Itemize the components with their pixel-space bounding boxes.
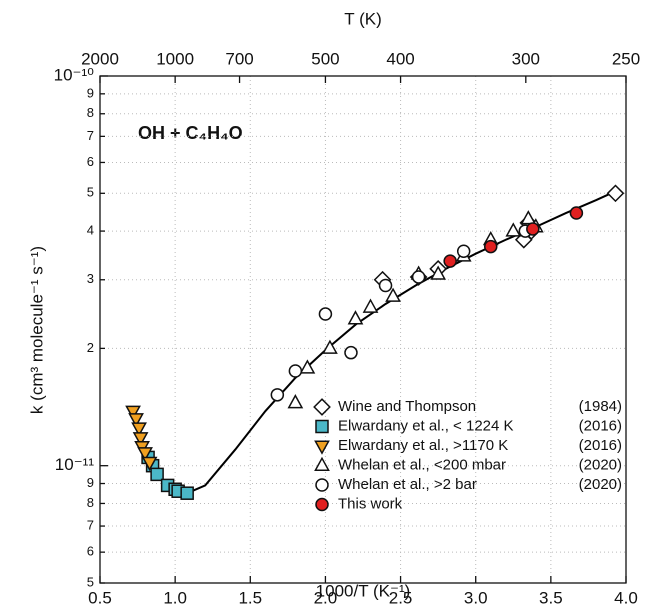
y-tick-label: 10⁻¹¹ [55,455,95,474]
point [378,278,393,293]
legend-year: (2020) [579,476,622,493]
top-tick-label: 700 [225,49,253,68]
point [150,467,164,482]
x-tick-label: 2.0 [314,588,338,606]
point [318,307,333,321]
y-tick-label: 6 [87,154,94,169]
point [344,345,358,360]
top-tick-label: 250 [612,49,640,68]
top-tick-label: 500 [311,49,339,68]
point [385,287,401,302]
x-tick-label: 1.0 [163,588,187,606]
point [141,456,158,472]
legend-year: (2020) [579,456,622,473]
legend-year: (1984) [579,398,622,415]
y-tick-label: 9 [87,475,94,490]
point [443,254,457,268]
y-tick-label: 2 [87,340,94,355]
y-axis-label: k (cm³ molecule⁻¹ s⁻¹) [27,246,46,414]
x-tick-label: 1.5 [238,588,262,606]
point [137,447,153,462]
y-tick-label: 5 [87,185,94,200]
point [505,222,522,237]
point [132,432,149,447]
legend-label: Whelan et al., <200 mbar [338,456,506,473]
legend-marker [315,478,329,492]
point [483,239,498,254]
point [569,206,584,220]
legend-marker [314,440,330,455]
point [520,210,537,225]
y-tick-label: 8 [87,105,94,120]
fit-line [186,189,619,495]
point [299,359,316,374]
point [430,265,447,280]
legend-label: This work [338,495,403,512]
legend-marker [315,497,329,512]
y-tick-label: 7 [87,517,94,532]
point [411,270,426,284]
point [606,184,625,203]
legend-label: Elwardany et al., < 1224 K [338,417,514,434]
x-tick-label: 3.0 [464,588,488,606]
top-tick-label: 1000 [156,49,194,68]
x-axis-label: 1000/T (K⁻¹) [316,581,411,600]
point [180,486,194,500]
point [322,339,338,354]
point [128,413,144,428]
top-tick-label: 300 [512,49,540,68]
legend-label: Elwardany et al., >1170 K [338,437,508,454]
y-tick-label: 9 [87,85,94,100]
legend-year: (2016) [579,417,622,434]
y-tick-label: 8 [87,495,94,510]
y-tick-label: 4 [87,223,94,238]
point [347,310,364,325]
point [287,394,304,409]
x-tick-label: 3.5 [539,588,563,606]
point [456,244,471,259]
x-tick-label: 2.5 [389,588,413,606]
top-tick-label: 2000 [81,49,119,68]
y-tick-label: 5 [87,574,94,589]
legend-marker [315,419,329,434]
point [131,422,147,437]
x-tick-label: 0.5 [88,588,112,606]
legend-year: (2016) [579,437,622,454]
top-tick-label: 400 [386,49,414,68]
point [270,388,285,402]
plot-frame [99,75,627,584]
y-tick-label: 10⁻¹⁰ [54,65,95,84]
legend-label: Whelan et al., >2 bar [338,476,477,493]
top-axis-label: T (K) [344,9,381,28]
point [362,298,379,313]
annotation: OH + C₄H₄O [138,123,243,143]
point [288,364,303,378]
legend-label: Wine and Thompson [338,398,476,415]
x-tick-label: 4.0 [614,588,638,606]
legend-marker [313,398,331,416]
legend-marker [314,456,330,472]
y-tick-label: 3 [87,271,94,286]
y-tick-label: 7 [87,128,94,143]
point [526,222,540,236]
y-tick-label: 6 [87,544,94,559]
point [125,405,141,420]
